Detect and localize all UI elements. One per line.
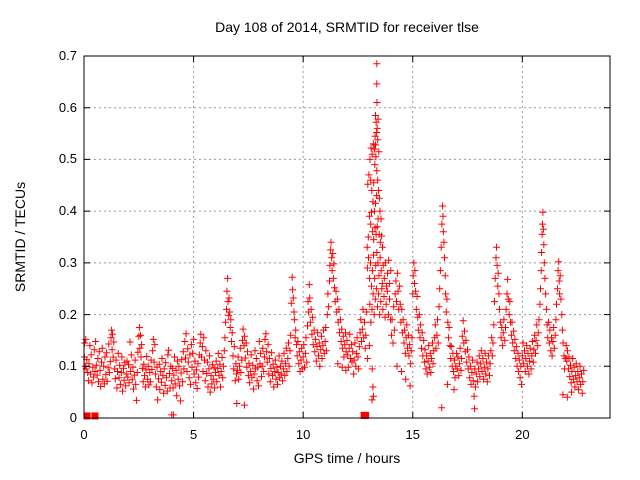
x-tick-label: 0 xyxy=(80,427,88,442)
y-tick-label: 0.1 xyxy=(58,358,77,374)
x-tick-label: 20 xyxy=(515,427,530,442)
y-tick-label: 0 xyxy=(69,410,77,425)
x-tick-label: 5 xyxy=(189,427,198,442)
grid-lines xyxy=(84,56,610,418)
x-tick-label: 10 xyxy=(295,427,311,442)
y-tick-label: 0.4 xyxy=(58,203,77,219)
tick-marks xyxy=(83,55,610,419)
flagged-zero-square-markers xyxy=(83,412,91,420)
flagged-zero-square-markers xyxy=(362,411,370,419)
y-tick-label: 0.6 xyxy=(58,99,77,115)
x-axis-label: GPS time / hours xyxy=(293,450,401,466)
y-tick-label: 0.7 xyxy=(58,48,77,63)
y-tick-label: 0.2 xyxy=(58,306,77,322)
chart-title: Day 108 of 2014, SRMTID for receiver tls… xyxy=(215,19,479,35)
flagged-zero-square-markers xyxy=(91,412,99,420)
y-tick-label: 0.5 xyxy=(58,151,77,167)
srmtid-plus-markers xyxy=(80,60,588,419)
x-tick-label: 15 xyxy=(405,427,420,442)
y-tick-label: 0.3 xyxy=(58,254,77,270)
plot-border xyxy=(83,55,611,419)
